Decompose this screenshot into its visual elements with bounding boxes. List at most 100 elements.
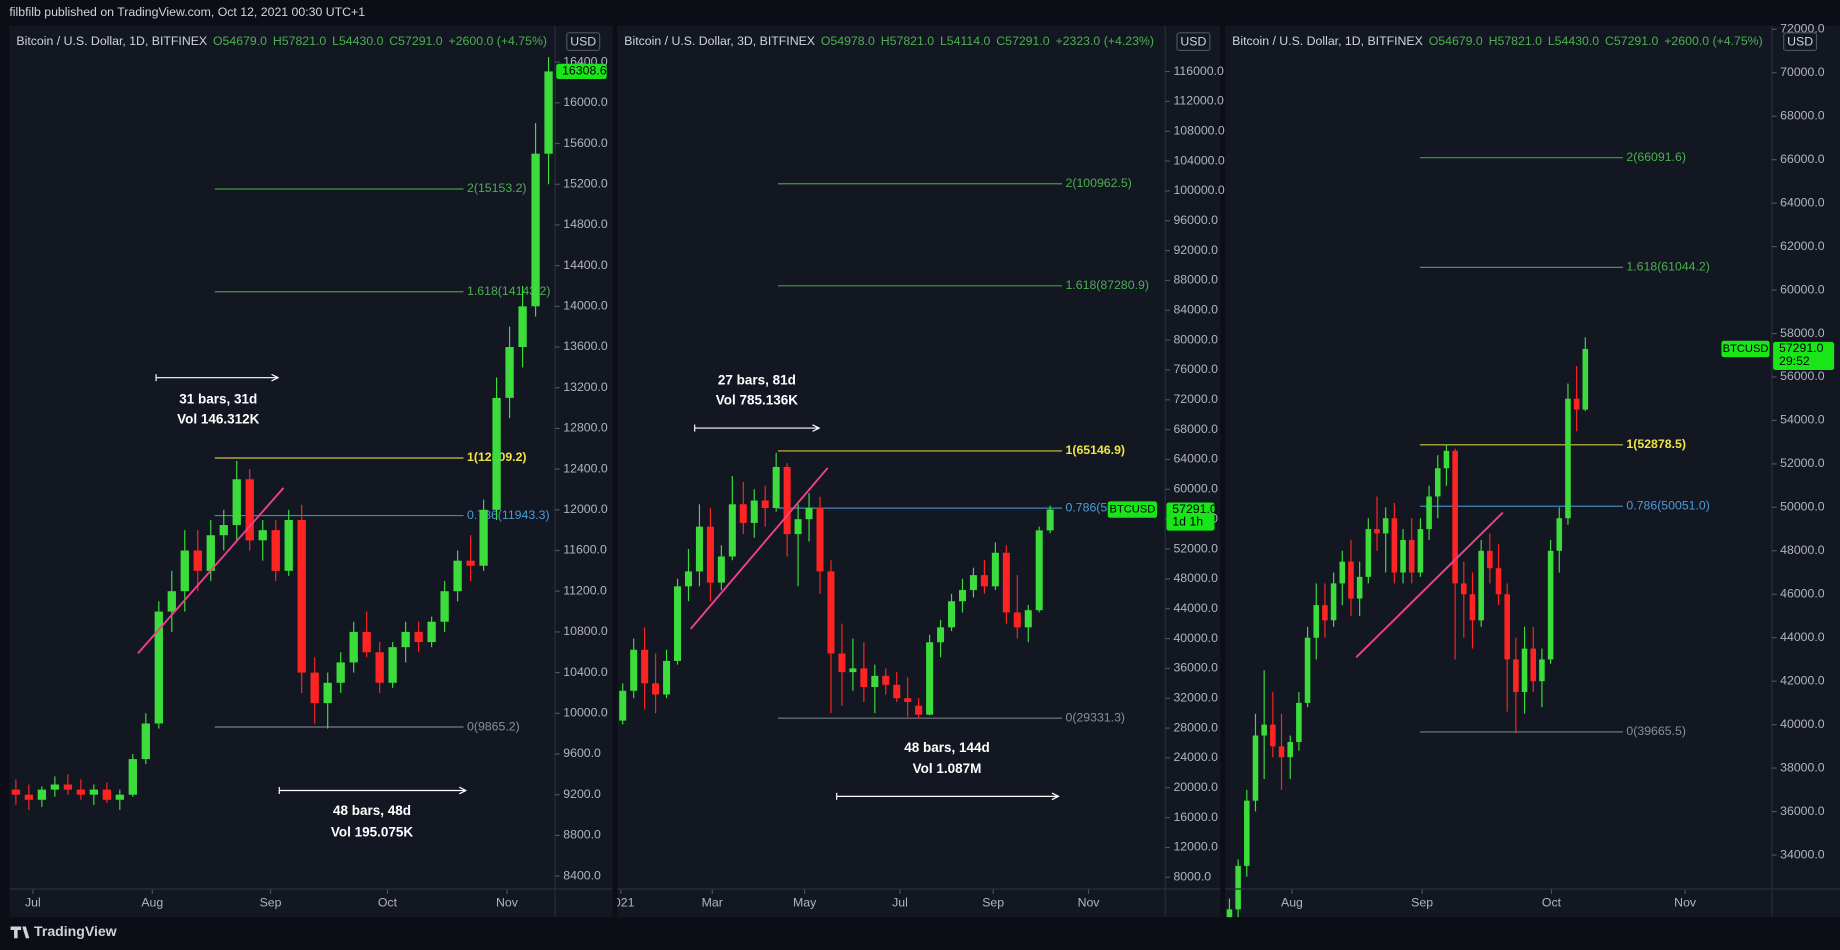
candle-body: [926, 642, 934, 715]
candle-body: [816, 507, 824, 572]
candle-body: [1287, 742, 1293, 758]
measure-label: 27 bars, 81d: [718, 373, 796, 388]
candle-body: [388, 647, 397, 683]
symbol-tag: [1721, 340, 1770, 358]
fib-label: 2(66091.6): [1626, 150, 1686, 164]
candle-body: [1382, 518, 1389, 534]
panel-bg: [9, 25, 613, 918]
candle-body: [904, 698, 912, 702]
candle-body: [375, 652, 384, 683]
candle-body: [271, 530, 280, 571]
y-tick-label: 36000.0: [1780, 804, 1825, 818]
candle-body: [37, 789, 47, 800]
chart-title: Bitcoin / U.S. Dollar, 3D, BITFINEX: [624, 34, 815, 48]
candle-body: [427, 621, 436, 643]
candle-body: [1374, 529, 1380, 534]
fib-label: 0.786(11943.3): [467, 508, 550, 522]
y-tick-label: 14800.0: [563, 217, 608, 231]
fib-label: 1.618(87280.9): [1066, 278, 1149, 292]
candle-body: [1365, 529, 1372, 577]
ohlc-value: +2323.0 (+4.23%): [1055, 34, 1153, 48]
y-tick-label: 52000.0: [1780, 456, 1825, 470]
candle-body: [706, 526, 714, 583]
ohlc-value: L54430.0: [1548, 34, 1599, 48]
candle-body: [1278, 746, 1285, 758]
candle-body: [1513, 659, 1519, 693]
candle-body: [1452, 450, 1458, 584]
candle-body: [115, 794, 124, 800]
candle-body: [180, 550, 189, 592]
candle-body: [969, 575, 977, 591]
currency-box: [1176, 32, 1211, 52]
price-tag: [1166, 502, 1215, 531]
ohlc-value: C57291.0: [996, 34, 1050, 48]
y-tick-label: 56000.0: [1780, 369, 1825, 383]
ohlc-value: C57291.0: [1605, 34, 1659, 48]
candle-body: [206, 535, 215, 571]
y-tick-label: 76000.0: [1173, 362, 1218, 376]
y-tick-label: 96000.0: [1173, 213, 1218, 227]
candle-body: [1235, 865, 1241, 910]
candle-body: [1226, 909, 1233, 918]
measure-label: Vol 785.136K: [716, 393, 798, 408]
candle-body: [362, 631, 371, 653]
chart-title: Bitcoin / U.S. Dollar, 1D, BITFINEX: [16, 34, 207, 48]
plot-area: Aug Sep Oct Nov 2(66091.6) 1.618(61044.2) 1(52…: [1226, 150, 1710, 918]
y-tick-label: 52000.0: [1173, 541, 1218, 555]
y-tick-label: 112000.0: [1173, 94, 1224, 108]
y-tick-label: 108000.0: [1173, 123, 1224, 137]
candle-body: [1313, 605, 1320, 638]
y-tick-label: 104000.0: [1173, 153, 1224, 167]
ohlc-value: O54679.0: [1429, 34, 1483, 48]
candle-body: [1556, 518, 1563, 551]
candle-body: [1270, 724, 1276, 747]
y-tick-label: 16000.0: [1173, 810, 1218, 824]
measure-label: Vol 195.075K: [331, 824, 413, 839]
candle-body: [805, 507, 813, 520]
y-tick-label: 54000.0: [1780, 413, 1825, 427]
x-tick-label: Jul: [892, 895, 908, 909]
y-tick-label: 44000.0: [1173, 601, 1218, 615]
candle-body: [695, 526, 703, 572]
y-tick-label: 92000.0: [1173, 243, 1218, 257]
y-tick-label: 72000.0: [1173, 392, 1218, 406]
symbol-tag-label: BTCUSD: [1110, 503, 1156, 515]
y-tick-label: 12000.0: [1173, 840, 1218, 854]
candle-body: [1356, 576, 1363, 599]
chart-title: Bitcoin / U.S. Dollar, 1D, BITFINEX: [1232, 34, 1423, 48]
ohlc-value: H57821.0: [1489, 34, 1543, 48]
panel-bg: [1225, 25, 1840, 918]
y-tick-label: 58000.0: [1780, 326, 1825, 340]
fib-label: 1(52878.5): [1626, 437, 1686, 451]
candle-body: [1391, 518, 1398, 573]
candle-body: [980, 575, 988, 587]
candle-body: [1035, 530, 1043, 611]
candle-body: [772, 466, 780, 508]
y-tick-label: 8000.0: [1173, 870, 1211, 884]
candle-body: [1252, 735, 1259, 801]
panel-bg: [617, 25, 1221, 918]
candle-body: [1322, 605, 1328, 621]
candle-body: [466, 560, 475, 566]
y-tick-label: 16000.0: [563, 95, 608, 109]
candle-body: [1573, 398, 1580, 410]
y-tick-label: 36000.0: [1173, 661, 1218, 675]
candle-body: [323, 682, 332, 704]
ohlc-value: O54679.0: [213, 34, 267, 48]
fib-label: 0(9865.2): [467, 719, 520, 733]
candle-body: [219, 525, 228, 536]
candle-body: [154, 611, 163, 724]
price-tag: [556, 63, 607, 80]
y-tick-label: 13600.0: [563, 339, 608, 353]
chart-header: Bitcoin / U.S. Dollar, 3D, BITFINEX O5497…: [624, 34, 1154, 48]
candle-body: [1434, 468, 1441, 497]
y-tick-label: 13200.0: [563, 380, 608, 394]
y-tick-label: 72000.0: [1780, 22, 1825, 36]
candle-body: [1013, 612, 1021, 628]
currency-label: USD: [570, 34, 596, 48]
y-tick-label: 42000.0: [1780, 673, 1825, 687]
candle-body: [641, 649, 649, 684]
y-tick-label: 68000.0: [1173, 422, 1218, 436]
x-tick-label: Oct: [378, 895, 398, 909]
